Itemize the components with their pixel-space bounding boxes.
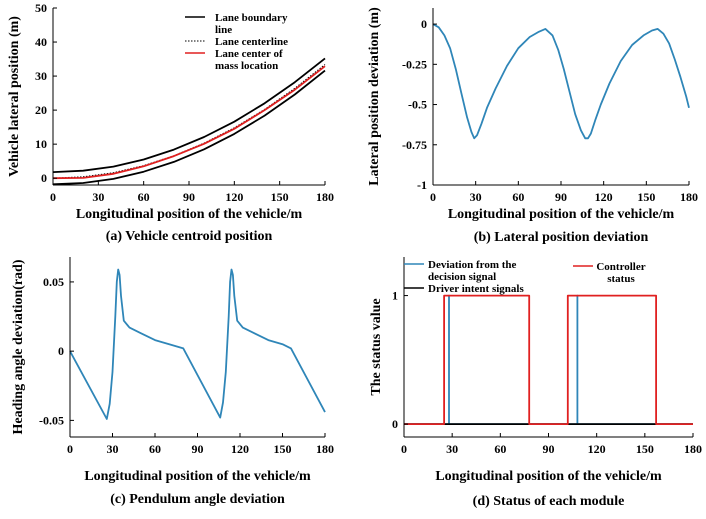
x-tick-label: 60 bbox=[138, 190, 150, 204]
y-tick-label: 0 bbox=[392, 417, 398, 431]
y-tick-label: 0.05 bbox=[43, 275, 64, 289]
y-tick-label: -0.5 bbox=[408, 98, 427, 112]
x-tick-label: 180 bbox=[316, 442, 334, 456]
y-tick-label: -0.75 bbox=[402, 138, 427, 152]
x-tick-label: 30 bbox=[446, 442, 458, 456]
x-tick-label: 120 bbox=[231, 442, 249, 456]
x-tick-label: 150 bbox=[271, 190, 289, 204]
y-axis-label: Vehicle lateral position (m) bbox=[7, 16, 22, 177]
y-tick-label: 10 bbox=[35, 137, 47, 151]
y-tick-label: -0.25 bbox=[402, 57, 427, 71]
series-line-0 bbox=[432, 23, 690, 140]
x-tick-label: 90 bbox=[183, 190, 195, 204]
y-tick-label: -0.05 bbox=[39, 413, 64, 427]
series-line-0 bbox=[69, 268, 326, 420]
x-tick-label: 90 bbox=[192, 442, 204, 456]
series-line-boundary-upper bbox=[52, 57, 326, 173]
legend-label: mass location bbox=[215, 60, 278, 72]
y-tick-label: 0 bbox=[41, 171, 47, 185]
legend-label: Controller bbox=[596, 261, 645, 273]
chart-d: 0 30 60 90 120 150 180 1 0 Longitudinal position … bbox=[369, 257, 702, 509]
x-tick-label: 30 bbox=[470, 190, 482, 204]
chart-caption: (b) Lateral position deviation bbox=[474, 230, 649, 245]
y-tick-label: 0 bbox=[58, 344, 64, 358]
chart-caption: (d) Status of each module bbox=[473, 494, 625, 509]
legend-label: line bbox=[215, 24, 232, 36]
x-tick-label: 150 bbox=[637, 190, 655, 204]
x-tick-label: 0 bbox=[430, 190, 436, 204]
x-tick-label: 0 bbox=[401, 442, 407, 456]
y-tick-label: 0 bbox=[421, 17, 427, 31]
chart-c: 0 30 60 90 120 150 180 0.05 0 -0.05 Longitudinal p… bbox=[11, 257, 334, 507]
y-axis-label: The status value bbox=[369, 298, 384, 395]
legend-label: status bbox=[607, 273, 635, 285]
y-tick-label: 30 bbox=[35, 69, 47, 83]
legend-label: decision signal bbox=[428, 271, 496, 283]
y-axis-label: Heading angle deviation(rad) bbox=[11, 259, 26, 434]
chart-caption: (a) Vehicle centroid position bbox=[106, 229, 273, 244]
x-tick-label: 180 bbox=[684, 442, 702, 456]
x-tick-label: 90 bbox=[555, 190, 567, 204]
x-tick-label: 120 bbox=[225, 190, 243, 204]
x-tick-label: 60 bbox=[494, 442, 506, 456]
series-line-centroid bbox=[52, 65, 326, 180]
x-tick-label: 30 bbox=[107, 442, 119, 456]
chart-caption: (c) Pendulum angle deviation bbox=[110, 492, 285, 507]
y-tick-label: 40 bbox=[35, 35, 47, 49]
legend-label: Lane centerline bbox=[215, 36, 288, 48]
y-tick-label: 50 bbox=[35, 1, 47, 15]
legend-label: Lane center of bbox=[215, 48, 283, 60]
x-tick-label: 120 bbox=[595, 190, 613, 204]
x-tick-label: 150 bbox=[274, 442, 292, 456]
x-tick-label: 180 bbox=[316, 190, 334, 204]
x-tick-label: 120 bbox=[588, 442, 606, 456]
series-line-boundary-lower bbox=[52, 69, 326, 186]
series-line-controller bbox=[404, 294, 693, 426]
x-tick-label: 60 bbox=[149, 442, 161, 456]
legend-label: Driver intent signals bbox=[428, 283, 524, 295]
chart-a: 0 30 60 90 120 150 180 0 10 20 30 40 50 Longitudinal … bbox=[7, 1, 334, 244]
x-tick-label: 0 bbox=[50, 190, 56, 204]
x-axis-label: Longitudinal position of the vehicle/m bbox=[76, 207, 303, 222]
x-tick-label: 0 bbox=[67, 442, 73, 456]
chart-b: 0 30 60 90 120 150 180 0 -0.25 -0.5 -0.75 -1 Longitu… bbox=[367, 7, 698, 245]
y-tick-label: -1 bbox=[417, 178, 427, 192]
x-tick-label: 180 bbox=[680, 190, 698, 204]
legend-label: Deviation from the bbox=[428, 259, 517, 271]
x-axis-label: Longitudinal position of the vehicle/m bbox=[84, 469, 311, 484]
x-axis-label: Longitudinal position of the vehicle/m bbox=[448, 207, 675, 222]
y-axis-label: Lateral position deviation (m) bbox=[367, 7, 382, 186]
x-tick-label: 90 bbox=[543, 442, 555, 456]
x-tick-label: 150 bbox=[636, 442, 654, 456]
x-tick-label: 30 bbox=[92, 190, 104, 204]
x-tick-label: 60 bbox=[512, 190, 524, 204]
legend-label: Lane boundary bbox=[215, 12, 288, 24]
series-line-deviation bbox=[404, 294, 693, 426]
x-axis-label: Longitudinal position of the vehicle/m bbox=[435, 469, 662, 484]
series-line-centerline bbox=[52, 64, 326, 179]
y-tick-label: 20 bbox=[35, 103, 47, 117]
y-tick-label: 1 bbox=[392, 289, 398, 303]
